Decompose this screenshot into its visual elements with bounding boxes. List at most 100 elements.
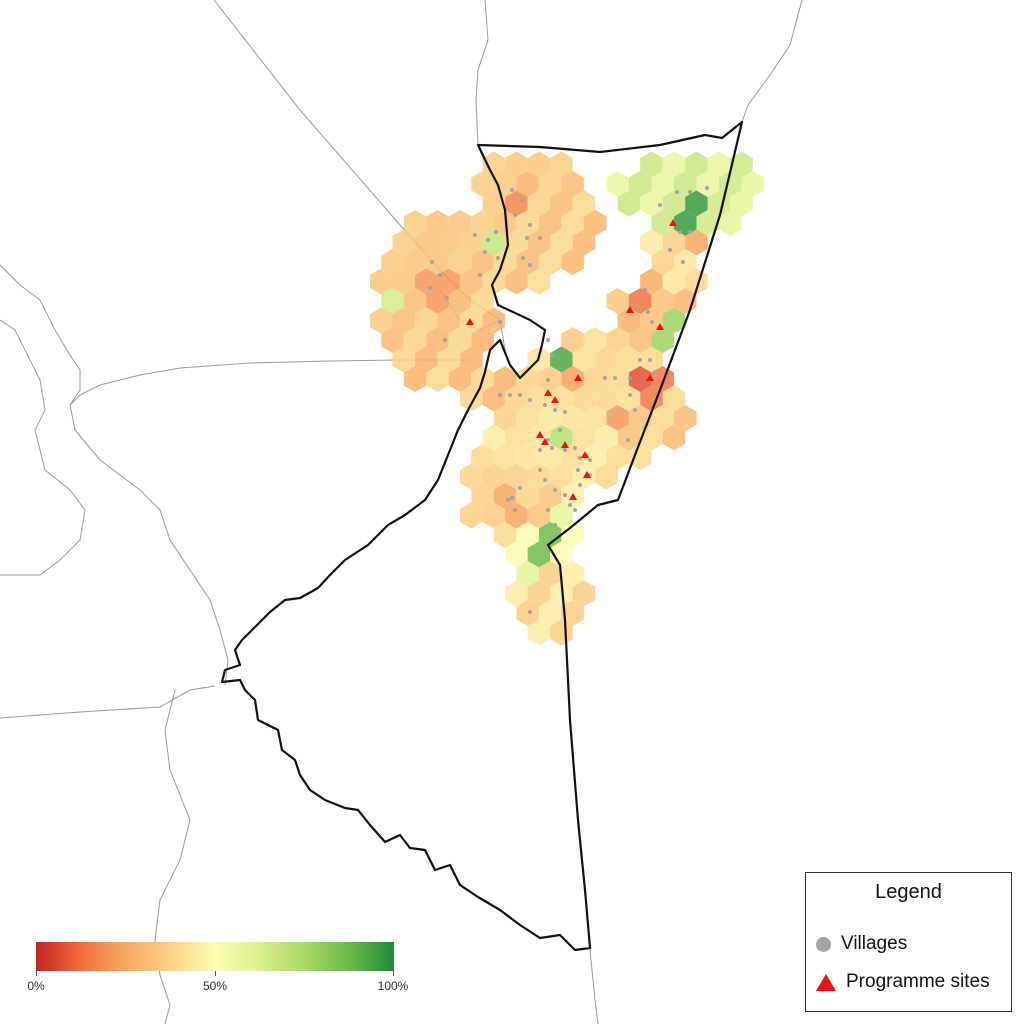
hex-cell bbox=[493, 405, 517, 431]
hex-cell bbox=[460, 268, 483, 295]
hex-cell bbox=[403, 366, 427, 392]
village-marker bbox=[688, 190, 692, 194]
hex-cell bbox=[538, 249, 562, 275]
hex-cell bbox=[674, 210, 697, 236]
hex-cell bbox=[719, 210, 742, 236]
village-marker bbox=[510, 496, 514, 500]
scale-tick-max bbox=[393, 971, 394, 976]
hex-cell bbox=[460, 346, 483, 373]
hex-cell bbox=[595, 463, 618, 490]
scale-label-mid: 50% bbox=[202, 979, 228, 993]
village-marker bbox=[678, 230, 682, 234]
hex-cell bbox=[527, 268, 551, 295]
hex-cell bbox=[527, 580, 551, 607]
hex-cell bbox=[583, 444, 607, 470]
village-marker bbox=[508, 393, 512, 397]
hex-cell bbox=[707, 151, 731, 178]
hex-cell bbox=[572, 424, 596, 451]
village-marker bbox=[528, 398, 532, 402]
village-marker bbox=[528, 610, 532, 614]
village-marker bbox=[588, 458, 592, 462]
hex-cell bbox=[606, 288, 629, 314]
hex-cell bbox=[471, 327, 494, 353]
hex-cell bbox=[471, 249, 494, 275]
hex-cell bbox=[516, 444, 539, 470]
hex-cell bbox=[493, 522, 517, 548]
hex-cell bbox=[516, 522, 539, 548]
hex-cell bbox=[561, 210, 584, 236]
programme-site-marker bbox=[466, 318, 474, 325]
village-marker bbox=[518, 486, 522, 490]
hex-cell bbox=[651, 210, 674, 236]
hex-cell bbox=[685, 229, 708, 256]
hex-cell bbox=[516, 600, 539, 626]
hex-cell bbox=[505, 151, 528, 178]
hex-cell bbox=[493, 444, 517, 470]
village-marker bbox=[628, 393, 632, 397]
programme-site-marker bbox=[541, 438, 549, 445]
hex-cell bbox=[482, 151, 506, 178]
hex-cell bbox=[426, 366, 449, 392]
hex-cell bbox=[403, 210, 427, 236]
village-marker bbox=[675, 190, 679, 194]
hex-cell bbox=[561, 405, 584, 431]
hex-cell bbox=[392, 346, 415, 373]
hex-cell bbox=[696, 171, 719, 197]
hex-cell bbox=[516, 210, 539, 236]
village-marker bbox=[563, 448, 567, 452]
programme-sites-layer bbox=[466, 219, 677, 500]
neighbour-borders bbox=[0, 0, 803, 1024]
village-marker bbox=[578, 456, 582, 460]
hex-cell bbox=[437, 229, 461, 256]
hex-cell bbox=[415, 346, 438, 373]
hex-cell bbox=[381, 288, 404, 314]
hex-cell bbox=[651, 288, 674, 314]
hex-cell bbox=[741, 171, 764, 197]
hex-cell bbox=[550, 502, 573, 529]
red-triangle-icon bbox=[816, 973, 836, 991]
village-marker bbox=[658, 203, 662, 207]
village-marker bbox=[498, 320, 502, 324]
scale-label-max: 100% bbox=[377, 979, 409, 993]
programme-site-marker bbox=[561, 441, 569, 448]
programme-site-marker bbox=[574, 374, 582, 381]
hex-cell bbox=[527, 541, 551, 568]
hex-cell bbox=[505, 229, 528, 256]
village-marker bbox=[553, 488, 557, 492]
hex-cell bbox=[460, 229, 483, 256]
hex-cell bbox=[628, 288, 652, 314]
hex-cell bbox=[392, 268, 415, 295]
scale-tick-min bbox=[36, 971, 37, 976]
hex-cell bbox=[527, 151, 551, 178]
hex-cell bbox=[651, 249, 674, 275]
hex-cell bbox=[538, 600, 562, 626]
legend-label-villages: Villages bbox=[841, 933, 908, 954]
hex-cell bbox=[437, 268, 461, 295]
village-marker bbox=[513, 213, 517, 217]
village-marker bbox=[494, 230, 498, 234]
hex-cell bbox=[370, 268, 393, 295]
hex-cell bbox=[448, 288, 472, 314]
hex-cell bbox=[505, 424, 528, 451]
hex-cell bbox=[527, 502, 551, 529]
hex-cell bbox=[426, 249, 449, 275]
hex-cell bbox=[538, 171, 562, 197]
hex-cell bbox=[493, 483, 517, 509]
village-marker bbox=[430, 260, 434, 264]
hex-cell bbox=[482, 190, 506, 217]
hex-cell bbox=[437, 346, 461, 373]
hex-cell bbox=[606, 366, 629, 392]
village-marker bbox=[563, 410, 567, 414]
hex-cell bbox=[403, 249, 427, 275]
village-marker bbox=[521, 256, 525, 260]
hex-cell bbox=[640, 229, 663, 256]
hex-cell bbox=[662, 190, 686, 217]
programme-site-marker bbox=[581, 451, 589, 458]
village-marker bbox=[443, 338, 447, 342]
hex-cell bbox=[471, 483, 494, 509]
village-marker bbox=[576, 468, 580, 472]
hex-cell bbox=[572, 385, 596, 412]
hex-cell bbox=[628, 444, 652, 470]
legend-label-programme-sites: Programme sites bbox=[846, 971, 990, 992]
hex-cell bbox=[595, 346, 618, 373]
